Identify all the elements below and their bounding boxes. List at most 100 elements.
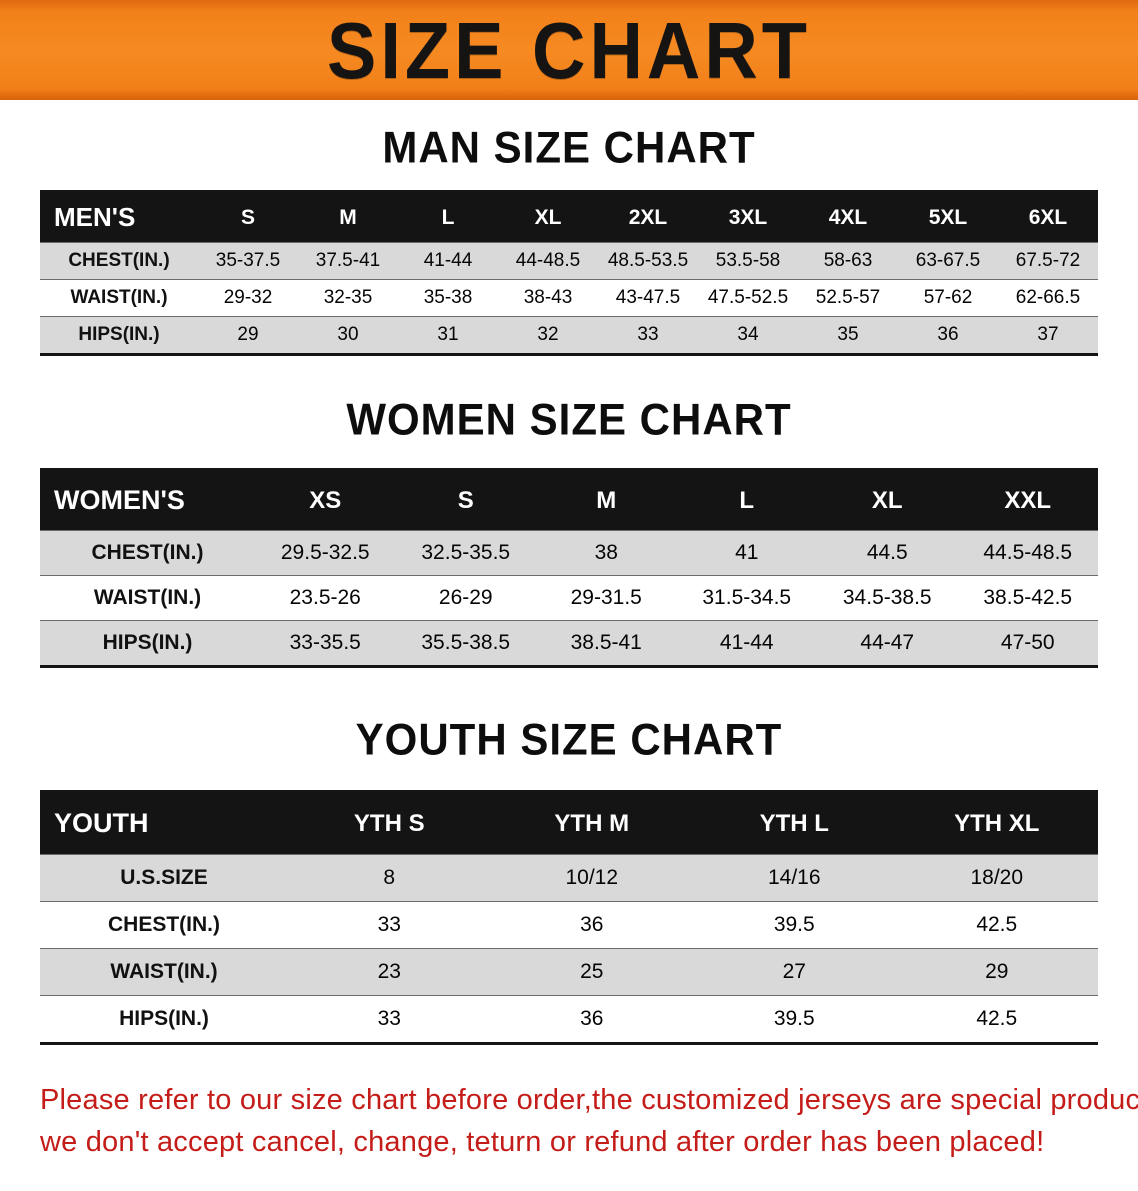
table-title-cell: WOMEN'S [54,485,185,515]
size-value-cell: 14/16 [767,866,821,889]
notice-line-1: Please refer to our size chart before or… [40,1084,1138,1116]
size-column-header: M [596,486,617,514]
table-row: WAIST(IN.) 23.5-26 26-29 29-31.5 31.5-34.5 34… [40,575,1098,621]
row-label: WAIST(IN.) [93,586,202,609]
table-title-cell: MEN'S [54,202,136,232]
size-value-cell: 36 [580,913,604,936]
table-row: WAIST(IN.) 23 25 27 29 [40,948,1098,996]
table-row: U.S.SIZE 8 10/12 14/16 18/20 [40,854,1098,902]
size-value-cell: 32-35 [323,287,373,308]
size-column-header: XL [871,486,903,514]
size-value-cell: 44.5-48.5 [983,541,1073,564]
size-value-cell: 34.5-38.5 [842,586,932,609]
size-column-header: L [441,205,455,229]
size-value-cell: 44-48.5 [515,250,581,271]
size-value-cell: 25 [580,960,604,983]
size-value-cell: 36 [580,1007,604,1030]
size-value-cell: 26-29 [438,586,493,609]
table-row: CHEST(IN.) 33 36 39.5 42.5 [40,901,1098,949]
size-value-cell: 27 [782,960,806,983]
size-value-cell: 36 [937,324,959,345]
size-value-cell: 42.5 [976,913,1018,936]
size-value-cell: 10/12 [565,866,619,889]
size-value-cell: 41-44 [423,250,473,271]
size-value-cell: 32.5-35.5 [421,541,511,564]
size-column-header: XXL [1004,486,1052,514]
size-value-cell: 38.5-41 [570,631,642,654]
men-section-title: MAN SIZE CHART [382,122,756,173]
size-value-cell: 39.5 [773,1007,815,1030]
table-row: HIPS(IN.) 33-35.5 35.5-38.5 38.5-41 41-44 44-… [40,620,1098,667]
size-value-cell: 62-66.5 [1015,287,1081,308]
size-value-cell: 34 [737,324,759,345]
size-value-cell: 38 [594,541,618,564]
size-column-header: S [457,486,474,514]
size-column-header: YTH L [759,809,829,837]
row-label: HIPS(IN.) [119,1007,209,1030]
size-value-cell: 38-43 [523,287,573,308]
size-column-header: 2XL [628,205,668,229]
size-value-cell: 37.5-41 [315,250,381,271]
size-value-cell: 32 [537,324,559,345]
size-column-header: XL [534,205,562,229]
table-header-row: MEN'S S M L XL 2XL 3XL 4XL 5XL 6XL [40,191,1098,243]
row-label: HIPS(IN.) [78,324,160,345]
row-label: WAIST(IN.) [110,960,218,983]
size-value-cell: 29-31.5 [570,586,642,609]
size-column-header: XS [309,486,342,514]
table-title-cell: YOUTH [54,808,149,838]
youth-section-title: YOUTH SIZE CHART [355,714,783,765]
size-value-cell: 48.5-53.5 [607,250,689,271]
size-value-cell: 38.5-42.5 [983,586,1073,609]
table-header-row: YOUTH YTH S YTH M YTH L YTH XL [40,791,1098,855]
row-label: CHEST(IN.) [68,250,170,271]
size-value-cell: 18/20 [970,866,1024,889]
size-value-cell: 30 [337,324,359,345]
table-header-row: WOMEN'S XS S M L XL XXL [40,469,1098,531]
youth-size-section: YOUTH SIZE CHART YOUTH YTH S YTH M YTH L YTH… [0,714,1138,1045]
banner: SIZE CHART [0,0,1138,100]
size-column-header: YTH XL [954,809,1040,837]
size-column-header: 4XL [828,205,868,229]
row-label: U.S.SIZE [120,866,208,889]
table-row: CHEST(IN.) 29.5-32.5 32.5-35.5 38 41 44.5 44.5… [40,530,1098,576]
size-column-header: M [339,205,357,229]
size-value-cell: 37 [1037,324,1059,345]
row-label: CHEST(IN.) [91,541,204,564]
size-value-cell: 31.5-34.5 [702,586,792,609]
size-value-cell: 53.5-58 [715,250,781,271]
size-value-cell: 44.5 [866,541,908,564]
size-value-cell: 35.5-38.5 [421,631,511,654]
size-column-header: 5XL [928,205,968,229]
row-label: CHEST(IN.) [108,913,220,936]
page-title: SIZE CHART [327,5,811,95]
size-value-cell: 33-35.5 [289,631,361,654]
size-value-cell: 35-38 [423,287,473,308]
size-value-cell: 58-63 [823,250,873,271]
size-value-cell: 33 [377,913,401,936]
women-size-table: WOMEN'S XS S M L XL XXL CHEST(IN.) 29.5-32.5 32.5… [40,468,1098,668]
size-value-cell: 29 [985,960,1009,983]
size-value-cell: 33 [637,324,659,345]
size-value-cell: 67.5-72 [1015,250,1081,271]
women-size-section: WOMEN SIZE CHART WOMEN'S XS S M L XL XXL CHEST(… [0,394,1138,668]
size-value-cell: 44-47 [860,631,915,654]
size-value-cell: 47-50 [1000,631,1055,654]
size-value-cell: 39.5 [773,913,815,936]
size-value-cell: 63-67.5 [915,250,981,271]
women-section-title: WOMEN SIZE CHART [346,394,792,445]
size-value-cell: 31 [437,324,459,345]
table-row: HIPS(IN.) 29 30 31 32 33 34 35 36 37 [40,316,1098,355]
size-value-cell: 47.5-52.5 [707,287,789,308]
size-value-cell: 35 [837,324,859,345]
size-value-cell: 35-37.5 [215,250,281,271]
footer-notice: Please refer to our size chart before or… [40,1079,1138,1191]
men-size-table: MEN'S S M L XL 2XL 3XL 4XL 5XL 6XL CHEST(IN.) 35-37… [40,190,1098,356]
size-value-cell: 29-32 [223,287,273,308]
size-value-cell: 23 [377,960,401,983]
size-column-header: YTH S [353,809,425,837]
table-row: CHEST(IN.) 35-37.5 37.5-41 41-44 44-48.5 48.5… [40,242,1098,280]
size-value-cell: 42.5 [976,1007,1018,1030]
size-value-cell: 43-47.5 [615,287,681,308]
size-value-cell: 8 [383,866,396,889]
